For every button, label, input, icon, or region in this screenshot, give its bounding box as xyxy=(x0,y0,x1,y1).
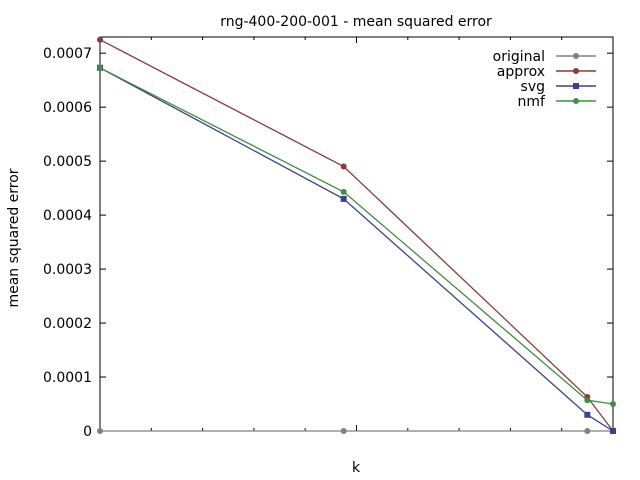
legend-marker-original xyxy=(573,53,579,59)
legend-marker-approx xyxy=(573,68,579,74)
y-tick-label: 0.0007 xyxy=(43,46,92,62)
legend-label-original: original xyxy=(493,49,545,65)
y-tick-label: 0.0003 xyxy=(43,262,92,278)
series-point-original xyxy=(584,428,591,434)
series-point-original xyxy=(340,428,347,434)
legend-marker-nmf xyxy=(573,98,579,104)
y-tick-label: 0.0006 xyxy=(43,100,92,116)
series-point-nmf xyxy=(340,188,347,195)
y-tick-label: 0 xyxy=(83,424,92,440)
series-point-nmf xyxy=(584,397,591,404)
y-tick-label: 0.0001 xyxy=(43,370,92,386)
series-point-approx xyxy=(97,36,103,43)
legend-marker-svg xyxy=(573,83,579,89)
legend-label-nmf: nmf xyxy=(518,94,547,110)
legend-label-svg: svg xyxy=(521,79,545,95)
y-axis-label: mean squared error xyxy=(6,168,22,307)
series-line-svg xyxy=(99,67,614,432)
y-axis-ticks: 0 0.0001 0.0002 0.0003 0.0004 0.0005 0.0006 0.0… xyxy=(43,46,613,440)
series-line-approx xyxy=(99,39,614,432)
y-tick-label: 0.0005 xyxy=(43,154,92,170)
series-point-svg xyxy=(610,428,616,434)
series-line-nmf xyxy=(99,67,614,405)
series-point-nmf xyxy=(610,401,616,408)
series-point-svg xyxy=(584,411,591,418)
series-point-svg xyxy=(340,195,347,202)
y-tick-label: 0.0004 xyxy=(43,208,92,224)
legend-label-approx: approx xyxy=(497,64,545,80)
chart-title: rng-400-200-001 - mean squared error xyxy=(220,14,492,30)
series-point-nmf xyxy=(97,64,103,71)
series-layer xyxy=(97,36,616,434)
series-point-original xyxy=(97,428,103,434)
series-point-approx xyxy=(340,163,347,170)
y-tick-label: 0.0002 xyxy=(43,316,92,332)
x-axis-label: k xyxy=(352,460,361,476)
